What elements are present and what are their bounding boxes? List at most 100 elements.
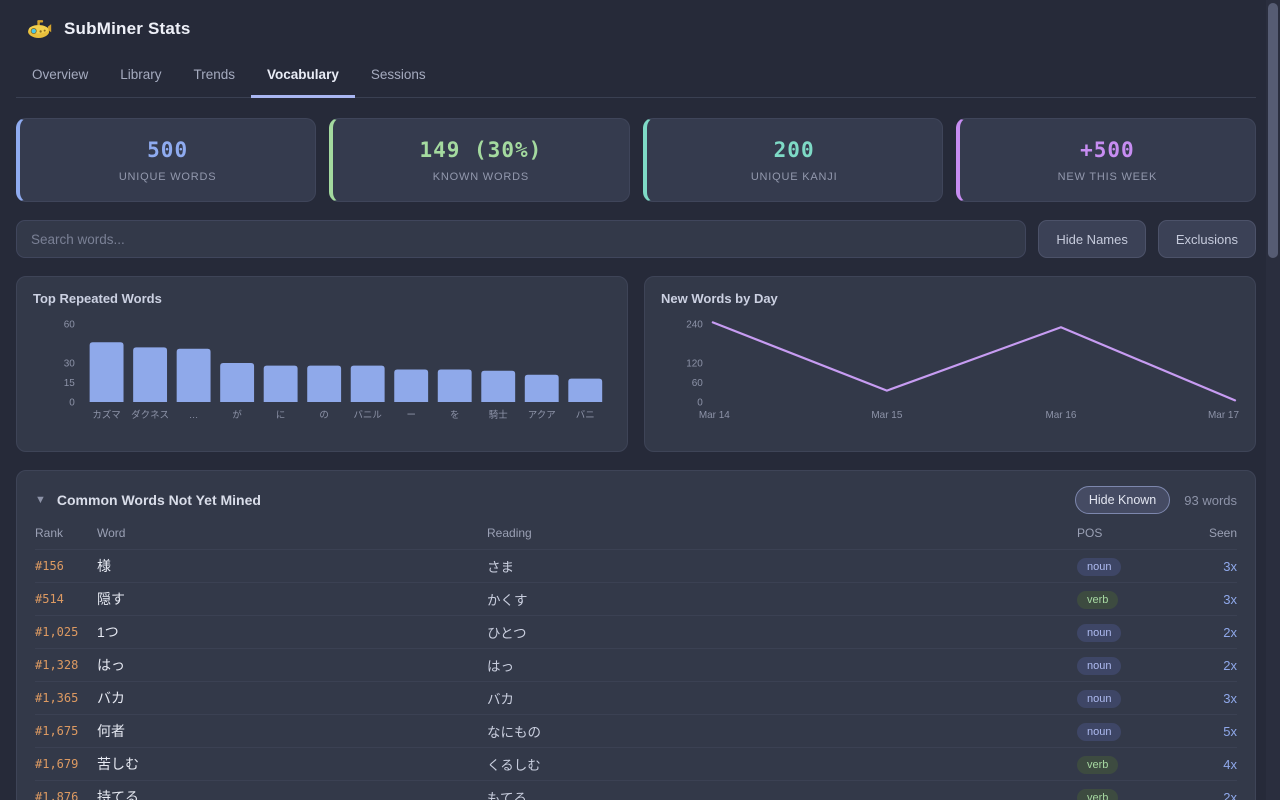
vertical-scrollbar[interactable] (1266, 0, 1280, 800)
tab-library[interactable]: Library (120, 67, 162, 82)
stat-value: 500 (147, 137, 189, 162)
x-tick-label: ダクネス (131, 409, 169, 421)
seen-cell: 3x (1223, 591, 1237, 607)
reading-cell: もてる (487, 791, 527, 800)
seen-cell: 2x (1223, 657, 1237, 673)
word-cell: 様 (97, 558, 111, 574)
table-row: #156 様 さま noun 3x (35, 549, 1237, 582)
hide-known-button[interactable]: Hide Known (1074, 486, 1171, 514)
bar (263, 365, 298, 402)
x-tick-label: カズマ (92, 409, 120, 421)
rank-cell: #514 (35, 592, 64, 606)
rank-cell: #1,876 (35, 790, 79, 800)
rank-cell: #1,025 (35, 625, 79, 639)
bar (176, 348, 211, 402)
pos-badge: noun (1077, 557, 1122, 576)
tab-overview[interactable]: Overview (32, 67, 89, 82)
top-repeated-words-card: Top Repeated Words 0 15 30 60 カズマ ダクネス … が に の バニル… (16, 276, 628, 452)
bar (437, 369, 472, 402)
stat-value: 149 (30%) (419, 137, 543, 162)
word-count: 93 words (1184, 492, 1237, 508)
stat-label: NEW THIS WEEK (1057, 170, 1158, 183)
stat-value: 200 (773, 137, 815, 162)
seen-cell: 3x (1223, 690, 1237, 706)
common-words-table-card: ▼ Common Words Not Yet Mined Hide Known … (16, 470, 1256, 800)
stat-cards: 500 UNIQUE WORDS 149 (30%) KNOWN WORDS 2… (16, 118, 1256, 202)
pos-cell: verb (1077, 755, 1177, 774)
tab-vocabulary[interactable]: Vocabulary (251, 56, 355, 98)
table-row: #1,675 何者 なにもの noun 5x (35, 714, 1237, 747)
pos-cell: noun (1077, 689, 1177, 708)
reading-cell: さま (487, 560, 514, 575)
table-row: #1,365 バカ バカ noun 3x (35, 681, 1237, 714)
stat-card-unique-words: 500 UNIQUE WORDS (16, 118, 317, 202)
seen-cell: 4x (1223, 756, 1237, 772)
x-tick-label: Mar 14 (699, 410, 730, 421)
chart-title: Top Repeated Words (33, 291, 162, 306)
word-cell: 何者 (97, 723, 125, 739)
x-tick-label: を (450, 410, 459, 421)
word-cell: 苦しむ (97, 756, 139, 772)
table-title: Common Words Not Yet Mined (56, 492, 261, 508)
reading-cell: バカ (487, 692, 514, 707)
stat-card-new-this-week: +500 NEW THIS WEEK (955, 118, 1256, 202)
word-cell: 持てる (97, 789, 139, 800)
pos-badge: noun (1077, 623, 1122, 642)
pos-cell: noun (1077, 557, 1177, 576)
reading-cell: ひとつ (487, 626, 527, 641)
rank-cell: #1,365 (35, 691, 79, 705)
word-cell: はっ (97, 657, 125, 673)
y-tick-label: 240 (686, 319, 703, 330)
y-tick-label: 60 (64, 319, 76, 330)
table-column-headers: Rank Word Reading POS Seen (35, 516, 1237, 549)
app-header: SubMiner Stats (16, 0, 1256, 42)
bar (524, 374, 559, 402)
reading-cell: はっ (487, 659, 514, 674)
charts-row: Top Repeated Words 0 15 30 60 カズマ ダクネス … が に の バニル… (16, 276, 1256, 452)
table-row: #1,876 持てる もてる verb 2x (35, 780, 1237, 800)
y-tick-label: 0 (697, 397, 703, 408)
search-input[interactable] (16, 220, 1027, 258)
y-tick-label: 60 (692, 378, 704, 389)
x-tick-label: アクア (528, 410, 556, 421)
rank-cell: #1,675 (35, 724, 79, 738)
stat-value: +500 (1080, 137, 1135, 162)
pos-cell: verb (1077, 788, 1177, 800)
table-row: #1,328 はっ はっ noun 2x (35, 648, 1237, 681)
table-body: #156 様 さま noun 3x #514 隠す かくす verb 3x #1,025 1つ ひとつ n… (35, 549, 1237, 800)
tab-sessions[interactable]: Sessions (370, 67, 426, 82)
bar (133, 347, 168, 402)
x-tick-label: の (319, 410, 328, 421)
bar-chart-svg: 0 15 30 60 カズマ ダクネス … が に の バニル ー を 騎士 アクア バニ (64, 319, 603, 421)
y-tick-label: 120 (686, 358, 703, 369)
bar (568, 378, 603, 402)
column-header-seen: Seen (1208, 525, 1237, 540)
exclusions-button[interactable]: Exclusions (1157, 220, 1256, 258)
hide-names-button[interactable]: Hide Names (1038, 220, 1146, 258)
table-row: #1,679 苦しむ くるしむ verb 4x (35, 747, 1237, 780)
pos-cell: verb (1077, 590, 1177, 609)
rank-cell: #1,679 (35, 757, 79, 771)
tab-trends[interactable]: Trends (193, 67, 236, 82)
column-header-pos: POS (1077, 525, 1103, 540)
new-words-by-day-card: New Words by Day 0 60 120 240 Mar 14 Mar 15 Ma… (644, 276, 1256, 452)
x-tick-label: バニ (576, 410, 595, 421)
seen-cell: 2x (1223, 624, 1237, 640)
reading-cell: くるしむ (487, 758, 541, 773)
collapse-triangle-icon[interactable]: ▼ (35, 494, 46, 506)
bar (89, 342, 124, 402)
reading-cell: なにもの (487, 725, 541, 740)
x-tick-label: に (276, 410, 285, 421)
word-cell: 1つ (97, 624, 119, 640)
x-tick-label: Mar 15 (871, 410, 902, 421)
pos-badge: verb (1077, 590, 1119, 609)
stat-card-unique-kanji: 200 UNIQUE KANJI (642, 118, 943, 202)
stat-label: KNOWN WORDS (432, 170, 529, 183)
scrollbar-thumb[interactable] (1268, 3, 1278, 258)
rank-cell: #156 (35, 559, 64, 573)
bar (394, 369, 429, 402)
pos-cell: noun (1077, 722, 1177, 741)
x-tick-label: が (232, 409, 242, 421)
word-cell: 隠す (97, 591, 125, 607)
reading-cell: かくす (487, 593, 528, 608)
